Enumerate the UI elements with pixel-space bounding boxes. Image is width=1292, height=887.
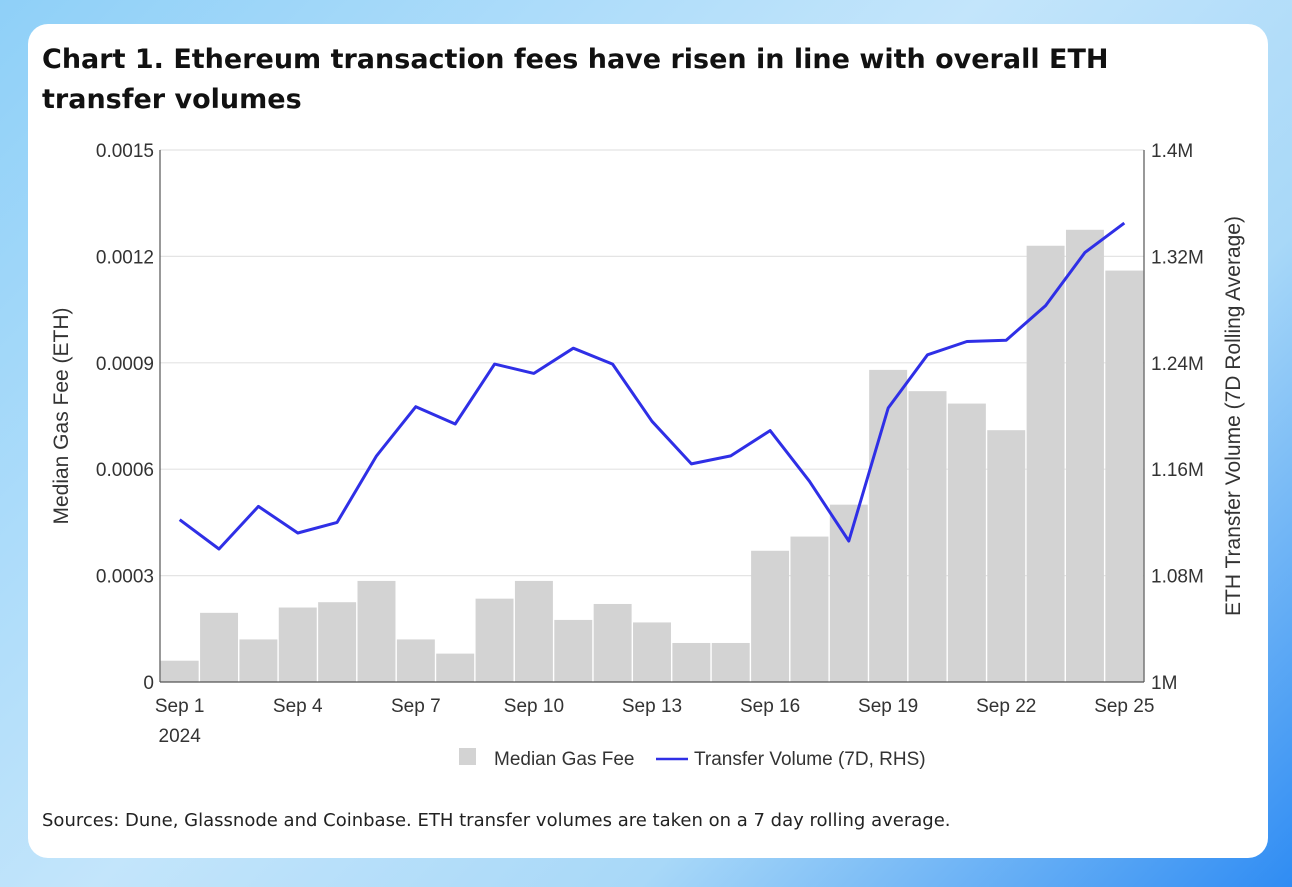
bar [947,403,986,682]
x-tick-label: Sep 25 [1094,696,1154,717]
left-tick-label: 0.0009 [96,354,154,375]
right-tick-label: 1.24M [1151,354,1204,375]
left-axis-label: Median Gas Fee (ETH) [50,307,73,524]
left-axis-ticks: 0 0.0003 0.0006 0.0009 0.0012 0.0015 [96,141,154,694]
x-tick-label: Sep 1 [155,696,205,717]
bar [908,391,947,682]
bar [278,607,317,682]
x-tick-sublabel: 2024 [159,726,202,747]
bar [869,369,908,682]
bar [829,504,868,682]
bar [396,639,435,682]
legend: Median Gas Fee Transfer Volume (7D, RHS) [459,748,926,770]
x-tick-label: Sep 19 [858,696,918,717]
bar [672,642,711,682]
bar [593,603,632,682]
legend-label-transfer-volume: Transfer Volume (7D, RHS) [694,749,926,770]
bar [1105,270,1144,682]
right-tick-label: 1.32M [1151,247,1204,268]
left-tick-label: 0.0003 [96,567,154,588]
bar [318,602,357,682]
right-axis-label: ETH Transfer Volume (7D Rolling Average) [1222,216,1245,616]
bar [987,430,1026,682]
bar [751,550,790,682]
bar [239,639,278,682]
chart-title: Chart 1. Ethereum transaction fees have … [42,44,1109,115]
x-tick-label: Sep 4 [273,696,323,717]
bar [357,580,396,682]
chart-card: Chart 1. Ethereum transaction fees have … [28,24,1268,858]
x-tick-label: Sep 13 [622,696,682,717]
bar [514,580,553,682]
right-tick-label: 1.4M [1151,141,1193,162]
x-axis-ticks: Sep 1 2024 Sep 4 Sep 7 Sep 10 Sep 13 Sep 16 Sep… [155,696,1155,747]
x-tick-label: Sep 16 [740,696,800,717]
bar-series [160,229,1144,683]
x-tick-label: Sep 7 [391,696,441,717]
left-tick-label: 0.0006 [96,460,154,481]
bar [554,619,593,682]
bar [1065,229,1104,683]
right-tick-label: 1.16M [1151,460,1204,481]
line-series [178,221,1126,551]
bar [160,660,199,682]
source-note: Sources: Dune, Glassnode and Coinbase. E… [42,810,951,831]
right-tick-label: 1M [1151,673,1177,694]
left-tick-label: 0 [143,673,154,694]
right-tick-label: 1.08M [1151,567,1204,588]
legend-swatch-median-gas-fee [459,748,476,765]
right-axis-ticks: 1M 1.08M 1.16M 1.24M 1.32M 1.4M [1151,141,1204,694]
transfer-volume-line [178,221,1126,551]
bar [436,653,475,682]
left-tick-label: 0.0015 [96,141,154,162]
legend-label-median-gas-fee: Median Gas Fee [494,749,634,770]
bar [1026,245,1065,682]
x-tick-label: Sep 10 [504,696,564,717]
x-tick-label: Sep 22 [976,696,1036,717]
bar [790,536,829,682]
bar [711,642,750,682]
left-tick-label: 0.0012 [96,247,154,268]
bar [633,622,671,682]
bar [475,598,514,682]
bar [200,612,239,682]
